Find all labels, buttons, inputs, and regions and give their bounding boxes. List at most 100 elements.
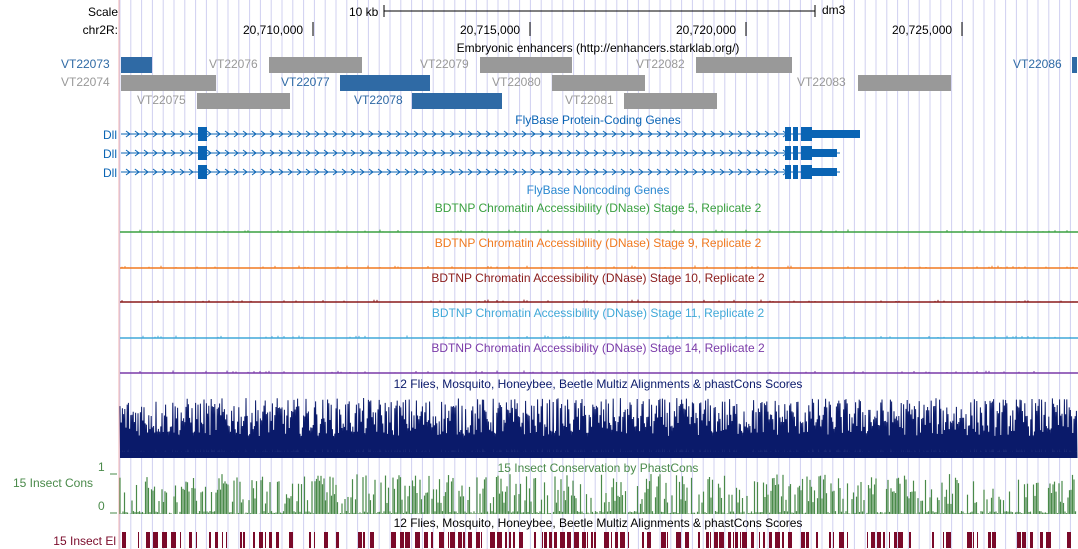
enhancer-label[interactable]: VT22080 xyxy=(492,75,541,89)
transcript-label[interactable]: Dll xyxy=(103,128,117,142)
conserved-element xyxy=(544,532,547,548)
dnase-stage9-title[interactable]: BDTNP Chromatin Accessibility (DNase) St… xyxy=(434,236,762,250)
enhancer-label[interactable]: VT22076 xyxy=(209,57,258,71)
conserved-element xyxy=(458,532,462,548)
strand-arrow xyxy=(692,149,698,157)
enhancer-label[interactable]: VT22086 xyxy=(1013,57,1062,71)
strand-arrow xyxy=(413,149,419,157)
conserved-element xyxy=(667,532,668,548)
conserved-element xyxy=(591,532,593,548)
conserved-element xyxy=(554,532,557,548)
strand-arrow xyxy=(710,130,716,138)
strand-arrow xyxy=(521,168,527,176)
exon xyxy=(793,127,798,141)
enhancers-track-title[interactable]: Embryonic enhancers (http://enhancers.st… xyxy=(456,41,740,55)
conserved-element xyxy=(647,532,651,548)
strand-arrow xyxy=(269,149,275,157)
strand-arrow xyxy=(161,149,167,157)
conserved-element xyxy=(992,532,996,548)
elements-track-title[interactable]: 12 Flies, Mosquito, Honeybee, Beetle Mul… xyxy=(393,516,803,530)
transcript-label[interactable]: Dll xyxy=(103,166,117,180)
enhancer-label[interactable]: VT22081 xyxy=(565,93,614,107)
conserved-element xyxy=(1067,532,1071,548)
strand-arrow xyxy=(152,149,158,157)
strand-arrow xyxy=(746,168,752,176)
strand-arrow xyxy=(350,168,356,176)
strand-arrow xyxy=(287,130,293,138)
strand-arrow xyxy=(260,149,266,157)
strand-arrow xyxy=(773,149,779,157)
conserved-element xyxy=(932,532,934,548)
strand-arrow xyxy=(269,130,275,138)
conserved-element xyxy=(269,532,272,548)
exon xyxy=(198,127,207,141)
conserved-element xyxy=(877,532,881,548)
exon xyxy=(198,146,207,160)
strand-arrow xyxy=(773,168,779,176)
strand-arrow xyxy=(611,130,617,138)
strand-arrow xyxy=(440,168,446,176)
conserved-element xyxy=(497,532,502,548)
conserved-element xyxy=(742,532,747,548)
exon xyxy=(801,165,812,179)
noncoding-track-title[interactable]: FlyBase Noncoding Genes xyxy=(526,183,670,197)
strand-arrow xyxy=(764,130,770,138)
dnase-stage11-title[interactable]: BDTNP Chromatin Accessibility (DNase) St… xyxy=(431,306,765,320)
strand-arrow xyxy=(683,130,689,138)
strand-arrow xyxy=(602,130,608,138)
enhancer-block xyxy=(340,75,430,91)
strand-arrow xyxy=(170,168,176,176)
dnase-stage14-title[interactable]: BDTNP Chromatin Accessibility (DNase) St… xyxy=(431,341,765,355)
strand-arrow xyxy=(152,130,158,138)
conserved-element xyxy=(1017,532,1021,548)
strand-arrow xyxy=(773,130,779,138)
enhancer-label[interactable]: VT22082 xyxy=(636,57,685,71)
cons-ymin-label: 0 xyxy=(98,499,105,513)
enhancer-label[interactable]: VT22074 xyxy=(61,75,110,89)
transcript-label[interactable]: Dll xyxy=(103,147,117,161)
strand-arrow xyxy=(737,130,743,138)
conserved-element xyxy=(481,532,482,548)
conserved-element xyxy=(714,532,718,548)
enhancer-label[interactable]: VT22077 xyxy=(281,75,330,89)
conserved-element xyxy=(1046,532,1051,548)
strand-arrow xyxy=(134,168,140,176)
strand-arrow xyxy=(728,168,734,176)
strand-arrow xyxy=(602,149,608,157)
utr xyxy=(812,149,837,157)
conserved-element xyxy=(751,532,754,548)
cons-track-title[interactable]: 15 Insect Conservation by PhastCons xyxy=(497,461,699,475)
elements-side-label[interactable]: 15 Insect El xyxy=(53,534,116,548)
strand-arrow xyxy=(242,149,248,157)
strand-arrow xyxy=(386,149,392,157)
strand-arrow xyxy=(539,168,545,176)
conserved-element xyxy=(839,532,844,548)
assembly-label: dm3 xyxy=(822,3,846,17)
enhancer-label[interactable]: VT22075 xyxy=(137,93,186,107)
strand-arrow xyxy=(629,168,635,176)
tick-label: 20,725,000 xyxy=(892,23,953,37)
conserved-element xyxy=(146,532,150,548)
strand-arrow xyxy=(647,149,653,157)
strand-arrow xyxy=(656,130,662,138)
enhancer-label[interactable]: VT22078 xyxy=(354,93,403,107)
conserved-element xyxy=(162,532,167,548)
multiz-track-title[interactable]: 12 Flies, Mosquito, Honeybee, Beetle Mul… xyxy=(393,377,803,391)
conserved-element xyxy=(763,532,765,548)
strand-arrow xyxy=(206,130,212,138)
conserved-element xyxy=(513,532,515,548)
cons-side-label[interactable]: 15 Insect Cons xyxy=(12,476,93,490)
strand-arrow xyxy=(665,149,671,157)
enhancer-label[interactable]: VT22079 xyxy=(420,57,469,71)
enhancer-label[interactable]: VT22073 xyxy=(61,57,110,71)
strand-arrow xyxy=(665,130,671,138)
genes-track-title[interactable]: FlyBase Protein-Coding Genes xyxy=(515,113,681,127)
dnase-stage10-title[interactable]: BDTNP Chromatin Accessibility (DNase) St… xyxy=(431,271,765,285)
strand-arrow xyxy=(476,130,482,138)
conserved-element xyxy=(782,532,784,548)
conserved-element xyxy=(196,532,197,548)
dnase-stage5-title[interactable]: BDTNP Chromatin Accessibility (DNase) St… xyxy=(434,201,762,215)
strand-arrow xyxy=(224,168,230,176)
enhancer-label[interactable]: VT22083 xyxy=(797,75,846,89)
